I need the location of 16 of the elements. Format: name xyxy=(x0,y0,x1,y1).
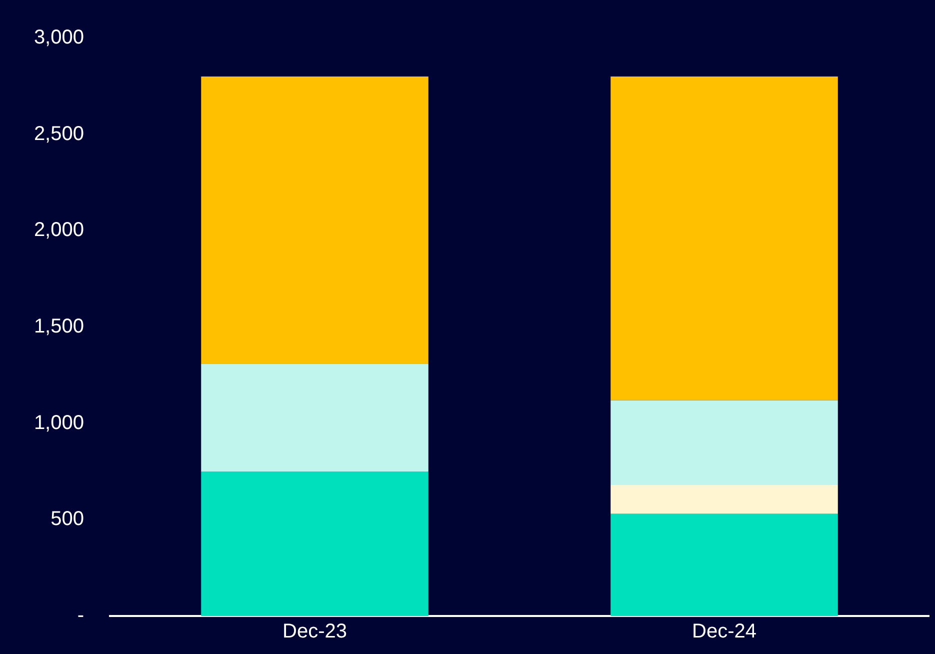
bar xyxy=(610,514,838,616)
bar xyxy=(610,484,838,514)
y-tick-label: 1,500 xyxy=(34,316,84,338)
y-tick-label: - xyxy=(77,604,84,627)
x-tick-label: Dec-24 xyxy=(692,620,756,643)
bar xyxy=(610,400,838,485)
bar xyxy=(201,472,428,616)
x-tick-label: Dec-23 xyxy=(282,620,347,643)
y-tick-label: 500 xyxy=(50,508,84,530)
y-tick-label: 3,000 xyxy=(34,26,84,49)
bar xyxy=(610,76,838,400)
y-tick-label: 2,000 xyxy=(34,219,84,242)
y-tick-label: 2,500 xyxy=(34,122,84,145)
y-tick-label: 1,000 xyxy=(34,412,84,434)
bar xyxy=(201,76,428,364)
bar xyxy=(201,364,428,472)
